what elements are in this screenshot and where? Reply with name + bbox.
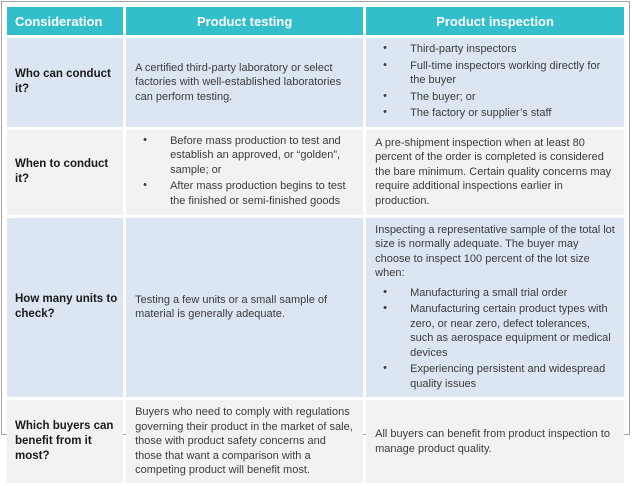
testing-text: Buyers who need to comply with regulatio… (135, 406, 353, 477)
header-product-testing: Product testing (126, 7, 364, 35)
row-label: When to conduct it? (7, 129, 124, 215)
testing-text: A certified third-party laboratory or se… (135, 61, 342, 103)
list-item: • Third-party inspectors (366, 42, 624, 59)
inspection-cell: All buyers can benefit from product insp… (366, 400, 624, 483)
list-item: • Manufacturing a small trial order (366, 286, 624, 303)
inspection-cell: A pre-shipment inspection when at least … (366, 129, 624, 215)
list-item-text: The factory or supplier’s staff (410, 107, 552, 120)
list-item: • The buyer; or (366, 90, 624, 107)
inspection-bullet-list: • Manufacturing a small trial order • Manu… (366, 282, 624, 398)
list-item-text: Manufacturing a small trial order (410, 286, 568, 299)
inspection-cell: Inspecting a representative sample of th… (366, 217, 624, 398)
testing-cell: • Before mass production to test and esta… (126, 129, 364, 215)
row-label: Which buyers can benefit from it most? (7, 400, 124, 483)
list-item: • The factory or supplier’s staff (366, 106, 624, 123)
list-item-text: Manufacturing certain product types with… (410, 303, 611, 359)
testing-cell: Buyers who need to comply with regulatio… (126, 400, 364, 483)
bullet-icon: • (383, 89, 387, 102)
bullet-icon: • (383, 285, 387, 298)
inspection-cell: • Third-party inspectors • Full-time inspe… (366, 38, 624, 127)
list-item-text: Third-party inspectors (410, 43, 517, 55)
bullet-icon: • (383, 106, 387, 119)
testing-cell: A certified third-party laboratory or se… (126, 38, 364, 127)
header-consideration: Consideration (7, 7, 124, 35)
list-item-text: Experiencing persistent and widespread q… (410, 363, 606, 390)
table-row-how-many-units: How many units to check? Testing a few u… (7, 217, 624, 398)
bullet-icon: • (383, 362, 387, 375)
list-item: • After mass production begins to test th… (126, 179, 363, 210)
inspection-bullet-list: • Third-party inspectors • Full-time inspe… (366, 38, 624, 127)
bullet-icon: • (143, 179, 147, 192)
testing-text: Testing a few units or a small sample of… (135, 293, 328, 321)
table-row-when-to-conduct: When to conduct it? • Before mass product… (7, 129, 624, 215)
header-row: Consideration Product testing Product in… (7, 7, 624, 35)
bullet-icon: • (383, 58, 387, 71)
bullet-icon: • (383, 42, 387, 54)
list-item-text: Before mass production to test and estab… (170, 134, 341, 176)
table-header: Consideration Product testing Product in… (7, 7, 624, 35)
bullet-icon: • (143, 133, 147, 146)
row-label: Who can conduct it? (7, 38, 124, 127)
list-item: • Full-time inspectors working directly f… (366, 59, 624, 90)
inspection-text: All buyers can benefit from product insp… (375, 428, 610, 455)
list-item: • Experiencing persistent and widespread … (366, 362, 624, 393)
testing-cell: Testing a few units or a small sample of… (126, 217, 364, 398)
list-item-text: After mass production begins to test the… (170, 180, 346, 207)
inspection-intro-text: Inspecting a representative sample of th… (375, 223, 615, 280)
list-item-text: Full-time inspectors working directly fo… (410, 59, 601, 87)
bullet-icon: • (383, 302, 387, 315)
table-body: Who can conduct it? A certified third-pa… (7, 38, 624, 483)
table-row-who-can-conduct: Who can conduct it? A certified third-pa… (7, 38, 624, 127)
list-item: • Manufacturing certain product types wit… (366, 302, 624, 362)
header-product-inspection: Product inspection (366, 7, 624, 35)
inspection-text: A pre-shipment inspection when at least … (375, 136, 612, 207)
list-item: • Before mass production to test and esta… (126, 134, 363, 180)
testing-vs-inspection-table: Consideration Product testing Product in… (4, 4, 627, 486)
testing-bullet-list: • Before mass production to test and esta… (126, 130, 363, 215)
table-row-which-buyers-benefit: Which buyers can benefit from it most? B… (7, 400, 624, 483)
row-label: How many units to check? (7, 217, 124, 398)
list-item-text: The buyer; or (410, 90, 476, 103)
